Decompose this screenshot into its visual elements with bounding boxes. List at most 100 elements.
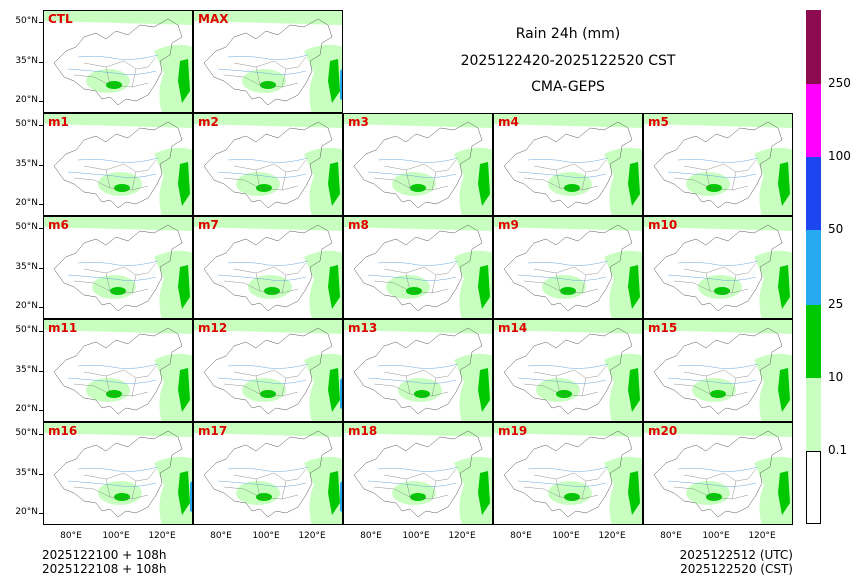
colorbar-segment [806,305,821,378]
latitude-label: 50°N [15,16,38,26]
footer-valid-time: 2025122512 (UTC) 2025122520 (CST) [650,548,793,576]
latitude-tick [39,513,43,514]
longitude-label: 100°E [252,531,280,541]
footer-valid-utc: 2025122512 (UTC) [679,548,793,562]
latitude-label: 35°N [15,159,38,169]
panel-label: m2 [198,115,219,129]
longitude-label: 80°E [510,531,532,541]
latitude-label: 50°N [15,428,38,438]
model-name: CMA-GEPS [531,79,605,95]
latitude-tick [39,22,43,23]
map-panel-m13: m13 [343,319,493,422]
panel-label: m17 [198,424,228,438]
latitude-tick [39,474,43,475]
longitude-label: 80°E [360,531,382,541]
latitude-label: 35°N [15,262,38,272]
colorbar-segment [806,157,821,230]
latitude-label: 35°N [15,56,38,66]
latitude-label: 35°N [15,365,38,375]
longitude-label: 100°E [402,531,430,541]
map-panel-m15: m15 [643,319,793,422]
panel-label: m3 [348,115,369,129]
colorbar-segment [806,451,821,524]
panel-label: m5 [648,115,669,129]
panel-label: m6 [48,218,69,232]
latitude-label: 50°N [15,325,38,335]
latitude-tick [39,125,43,126]
latitude-tick [39,165,43,166]
panel-label: m13 [348,321,378,335]
map-panel-m16: m16 [43,422,193,525]
latitude-tick [39,204,43,205]
colorbar-level-label: 25 [828,297,844,311]
map-panel-m12: m12 [193,319,343,422]
map-panel-m20: m20 [643,422,793,525]
footer-valid-cst: 2025122520 (CST) [680,562,793,576]
panel-label: m14 [498,321,528,335]
footer-init-cst: 2025122108 + 108h [42,562,167,576]
latitude-tick [39,62,43,63]
panel-label: m18 [348,424,378,438]
longitude-label: 100°E [702,531,730,541]
colorbar-level-label: 100 [828,149,851,163]
latitude-tick [39,228,43,229]
map-panel-m4: m4 [493,113,643,216]
latitude-label: 50°N [15,119,38,129]
map-panel-ctl: CTL [43,10,193,113]
latitude-tick [39,307,43,308]
longitude-label: 120°E [148,531,176,541]
map-panel-m18: m18 [343,422,493,525]
map-panel-m3: m3 [343,113,493,216]
colorbar-segment [806,84,821,157]
longitude-label: 80°E [660,531,682,541]
colorbar-segment [806,10,821,84]
longitude-label: 80°E [60,531,82,541]
map-panel-m11: m11 [43,319,193,422]
longitude-label: 120°E [448,531,476,541]
colorbar-level-label: 10 [828,370,844,384]
panel-label: m12 [198,321,228,335]
footer-init-utc: 2025122100 + 108h [42,548,167,562]
longitude-label: 100°E [552,531,580,541]
panel-label: m7 [198,218,219,232]
map-panel-m5: m5 [643,113,793,216]
colorbar-level-label: 0.1 [828,443,848,457]
latitude-label: 20°N [15,507,38,517]
map-panel-m9: m9 [493,216,643,319]
longitude-label: 120°E [598,531,626,541]
map-panel-m14: m14 [493,319,643,422]
panel-label: m10 [648,218,678,232]
longitude-label: 120°E [748,531,776,541]
latitude-label: 50°N [15,222,38,232]
colorbar-level-label: 250 [828,76,851,90]
colorbar-level-label: 50 [828,222,844,236]
map-panel-m6: m6 [43,216,193,319]
map-panel-m17: m17 [193,422,343,525]
latitude-label: 20°N [15,301,38,311]
panel-label: m20 [648,424,678,438]
latitude-label: 20°N [15,95,38,105]
panel-label: m11 [48,321,78,335]
latitude-tick [39,101,43,102]
panel-label: MAX [198,12,229,26]
map-panel-max: MAX [193,10,343,113]
colorbar-segment [806,378,821,451]
footer-init-time: 2025122100 + 108h 2025122108 + 108h [42,548,167,576]
map-panel-m19: m19 [493,422,643,525]
valid-period: 2025122420-2025122520 CST [460,53,676,69]
panel-label: m16 [48,424,78,438]
panel-label: m4 [498,115,519,129]
latitude-label: 35°N [15,468,38,478]
map-panel-m1: m1 [43,113,193,216]
map-panel-m2: m2 [193,113,343,216]
panel-label: CTL [48,12,73,26]
latitude-label: 20°N [15,198,38,208]
map-panel-m7: m7 [193,216,343,319]
panel-label: m1 [48,115,69,129]
longitude-label: 120°E [298,531,326,541]
latitude-tick [39,331,43,332]
longitude-label: 80°E [210,531,232,541]
panel-label: m19 [498,424,528,438]
latitude-tick [39,410,43,411]
longitude-label: 100°E [102,531,130,541]
